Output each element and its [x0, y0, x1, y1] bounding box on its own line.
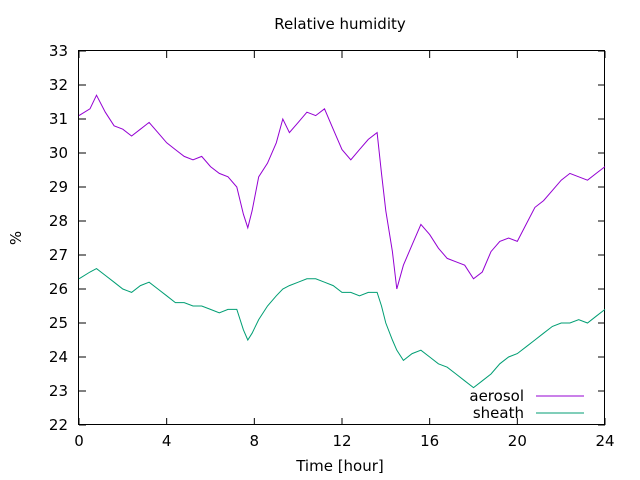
- series-line-aerosol: [78, 94, 606, 290]
- x-tick-label: 16: [420, 432, 439, 450]
- legend-label-aerosol: aerosol: [469, 387, 524, 405]
- y-axis: 22 23 24 25 26 27 28 29 30 31 32 33: [49, 42, 605, 434]
- y-tick-label: 24: [49, 348, 68, 366]
- y-axis-label: %: [7, 231, 25, 245]
- series-line-sheath: [78, 268, 606, 389]
- y-tick-label: 22: [49, 416, 68, 434]
- x-tick-label: 8: [250, 432, 260, 450]
- y-tick-label: 31: [49, 110, 68, 128]
- y-tick-label: 26: [49, 280, 68, 298]
- legend: aerosol sheath: [469, 387, 584, 422]
- x-axis-label: Time [hour]: [295, 457, 384, 475]
- x-tick-label: 20: [508, 432, 527, 450]
- x-tick-label: 0: [74, 432, 84, 450]
- y-tick-label: 33: [49, 42, 68, 60]
- x-tick-label: 24: [595, 432, 614, 450]
- x-tick-label: 12: [332, 432, 351, 450]
- series-layer: [78, 94, 606, 389]
- y-tick-label: 32: [49, 76, 68, 94]
- chart-title: Relative humidity: [274, 15, 406, 33]
- plot-area: [78, 50, 605, 425]
- y-tick-label: 28: [49, 212, 68, 230]
- y-tick-label: 23: [49, 382, 68, 400]
- y-tick-label: 29: [49, 178, 68, 196]
- x-tick-label: 4: [162, 432, 172, 450]
- y-tick-label: 25: [49, 314, 68, 332]
- plot-border: [78, 50, 605, 425]
- y-tick-label: 30: [49, 144, 68, 162]
- y-tick-label: 27: [49, 246, 68, 264]
- x-axis: 0 4 8 12 16 20 24: [74, 51, 615, 450]
- legend-label-sheath: sheath: [473, 404, 524, 422]
